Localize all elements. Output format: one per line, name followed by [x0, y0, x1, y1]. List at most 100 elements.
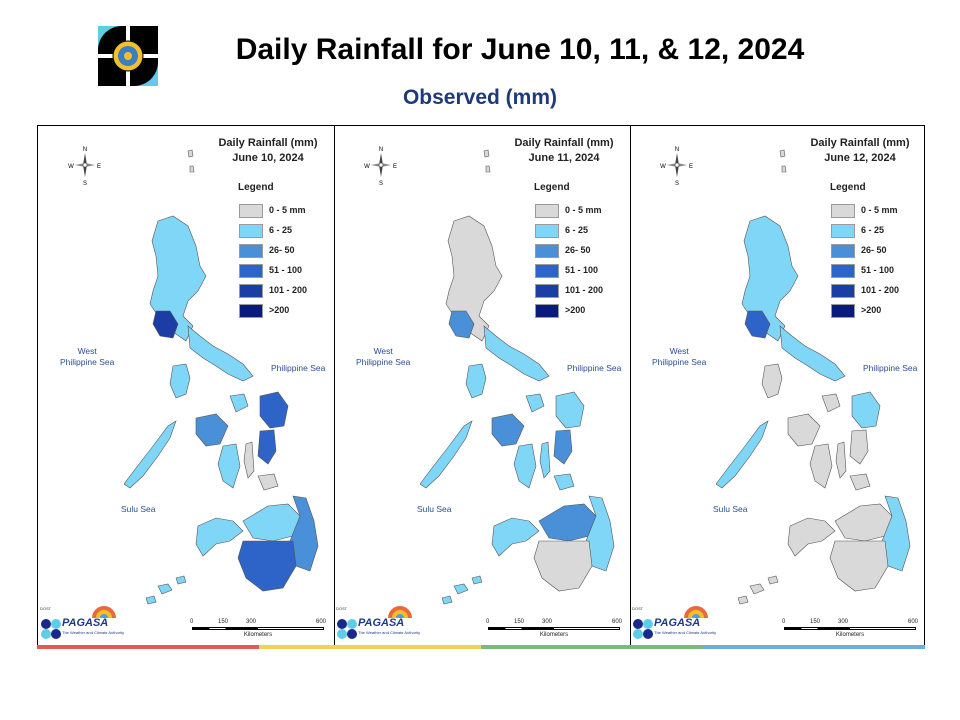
scale-unit: Kilometers — [539, 632, 569, 638]
page-subtitle: Observed (mm) — [402, 86, 558, 109]
region-leyte — [257, 429, 277, 465]
panel-title-date: June 12, 2024 — [824, 152, 896, 164]
legend-label: 101 - 200 — [861, 285, 900, 295]
legend-label: 0 - 5 mm — [861, 205, 898, 215]
label-sulu-sea: Sulu Sea — [713, 504, 748, 514]
region-panay — [787, 413, 821, 447]
legend-swatch — [831, 204, 855, 218]
region-palawan — [123, 420, 177, 489]
map-panel-june-11: N S W E Daily Rainfall (mm) June 11, 202… — [334, 126, 631, 648]
region-negros — [217, 443, 241, 489]
legend-swatch — [831, 264, 855, 278]
panel-title-line1: Daily Rainfall (mm) — [218, 137, 318, 149]
pagasa-logo: DOST PAGASA The Weather and Climate Auth… — [336, 604, 420, 640]
region-zamboanga — [787, 517, 836, 557]
region-bicol — [187, 325, 254, 382]
region-eastern-mindanao — [585, 495, 615, 572]
legend-swatch — [831, 304, 855, 318]
legend-title: Legend — [238, 182, 274, 193]
scale-tick-label: 150 — [218, 619, 229, 625]
footer-stripe-green — [481, 645, 703, 649]
region-northern-mindanao — [834, 503, 893, 542]
scale-tick-label: 150 — [514, 619, 525, 625]
region-cebu — [243, 441, 255, 479]
legend-swatch — [535, 304, 559, 318]
region-masbate — [525, 393, 545, 413]
region-batanes — [187, 149, 195, 173]
compass-e: E — [689, 164, 693, 170]
footer-stripe-blue — [703, 645, 925, 649]
region-mindoro — [465, 363, 487, 399]
legend-swatch — [239, 224, 263, 238]
region-masbate — [821, 393, 841, 413]
scale-tick-label: 300 — [542, 619, 553, 625]
region-sulu-archipelago — [737, 575, 779, 605]
region-batanes — [779, 149, 787, 173]
compass-rose-icon: N S W E — [68, 144, 102, 187]
region-bohol — [257, 473, 279, 491]
label-west-philippine-sea: West Philippine Sea — [652, 346, 707, 367]
scale-tick-label: 0 — [782, 619, 786, 625]
compass-w: W — [68, 164, 74, 170]
region-eastern-mindanao — [289, 495, 319, 572]
label-philippine-sea: Philippine Sea — [271, 363, 326, 373]
page-title: Daily Rainfall for June 10, 11, & 12, 20… — [235, 33, 805, 66]
label-philippine-sea: Philippine Sea — [863, 363, 918, 373]
legend-swatch — [239, 284, 263, 298]
agency-name: PAGASA — [654, 617, 701, 629]
legend-label: 26- 50 — [565, 245, 591, 255]
legend-label: 6 - 25 — [565, 225, 589, 235]
legend-title: Legend — [830, 182, 866, 193]
scale-tick-label: 600 — [612, 619, 623, 625]
region-bohol — [553, 473, 575, 491]
region-zamboanga — [491, 517, 540, 557]
legend-label: 0 - 5 mm — [269, 205, 306, 215]
region-bohol — [849, 473, 871, 491]
panel-title-date: June 11, 2024 — [528, 152, 600, 164]
label-sulu-sea: Sulu Sea — [121, 504, 156, 514]
region-zamboanga — [195, 517, 244, 557]
compass-rose-icon: N S W E — [364, 144, 398, 187]
scale-unit: Kilometers — [835, 632, 865, 638]
legend-swatch — [535, 284, 559, 298]
panel-title: Daily Rainfall (mm) June 12, 2024 — [800, 136, 920, 166]
region-samar — [851, 391, 881, 429]
region-sulu-archipelago — [441, 575, 483, 605]
compass-rose-icon: N S W E — [660, 144, 694, 187]
legend-swatch — [831, 284, 855, 298]
region-panay — [195, 413, 229, 447]
map-panel-june-12: N S W E Daily Rainfall (mm) June 12, 202… — [630, 126, 926, 648]
region-northern-mindanao — [538, 503, 597, 542]
philippines-map — [419, 149, 615, 605]
pagasa-logo: DOST PAGASA The Weather and Climate Auth… — [40, 604, 124, 640]
color-stripe-footer — [37, 645, 925, 649]
agency-small-label: DOST — [40, 606, 52, 611]
agency-small-label: DOST — [336, 606, 348, 611]
legend-label: 51 - 100 — [861, 265, 895, 275]
region-negros — [513, 443, 537, 489]
scale-tick-label: 600 — [316, 619, 327, 625]
region-southern-mindanao — [829, 540, 889, 592]
region-palawan — [715, 420, 769, 489]
legend-swatch — [239, 264, 263, 278]
region-leyte — [553, 429, 573, 465]
label-west-philippine-sea: West Philippine Sea — [60, 346, 115, 367]
region-palawan — [419, 420, 473, 489]
region-samar — [259, 391, 289, 429]
scale-bar: 0 150 300 600 Kilometers — [484, 619, 624, 639]
legend-label: 101 - 200 — [269, 285, 308, 295]
region-cebu — [539, 441, 551, 479]
legend-label: 51 - 100 — [269, 265, 303, 275]
region-central-luzon — [152, 310, 179, 339]
legend-label: 26- 50 — [861, 245, 887, 255]
compass-n: N — [83, 147, 87, 153]
region-masbate — [229, 393, 249, 413]
panel-title-date: June 10, 2024 — [232, 152, 304, 164]
region-mindoro — [169, 363, 191, 399]
label-philippine-sea: Philippine Sea — [567, 363, 622, 373]
pagasa-logo: DOST PAGASA The Weather and Climate Auth… — [632, 604, 716, 640]
legend-swatch — [535, 244, 559, 258]
region-eastern-mindanao — [881, 495, 911, 572]
region-samar — [555, 391, 585, 429]
agency-name: PAGASA — [358, 617, 405, 629]
